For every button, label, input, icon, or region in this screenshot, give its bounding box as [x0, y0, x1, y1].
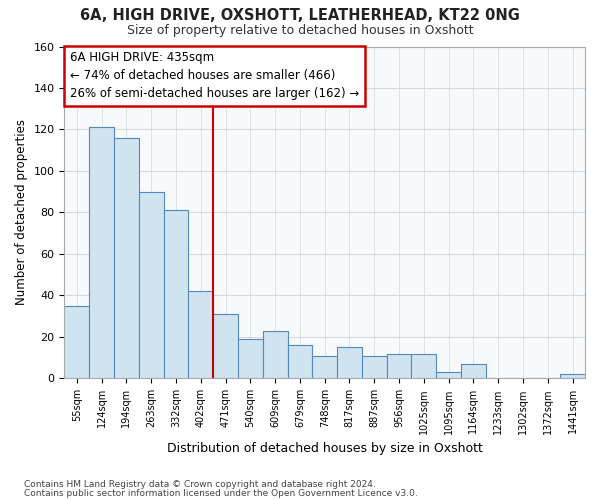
Bar — [188, 292, 213, 378]
Bar — [263, 330, 287, 378]
Bar — [461, 364, 486, 378]
Text: Size of property relative to detached houses in Oxshott: Size of property relative to detached ho… — [127, 24, 473, 37]
Bar — [386, 354, 412, 378]
Bar — [337, 348, 362, 378]
Bar — [64, 306, 89, 378]
Bar — [560, 374, 585, 378]
Y-axis label: Number of detached properties: Number of detached properties — [15, 120, 28, 306]
Bar — [164, 210, 188, 378]
Text: 6A, HIGH DRIVE, OXSHOTT, LEATHERHEAD, KT22 0NG: 6A, HIGH DRIVE, OXSHOTT, LEATHERHEAD, KT… — [80, 8, 520, 22]
X-axis label: Distribution of detached houses by size in Oxshott: Distribution of detached houses by size … — [167, 442, 482, 455]
Bar — [213, 314, 238, 378]
Text: Contains public sector information licensed under the Open Government Licence v3: Contains public sector information licen… — [24, 488, 418, 498]
Bar — [114, 138, 139, 378]
Bar — [238, 339, 263, 378]
Bar — [287, 345, 313, 378]
Text: Contains HM Land Registry data © Crown copyright and database right 2024.: Contains HM Land Registry data © Crown c… — [24, 480, 376, 489]
Text: 6A HIGH DRIVE: 435sqm
← 74% of detached houses are smaller (466)
26% of semi-det: 6A HIGH DRIVE: 435sqm ← 74% of detached … — [70, 52, 359, 100]
Bar — [313, 356, 337, 378]
Bar — [412, 354, 436, 378]
Bar — [362, 356, 386, 378]
Bar — [436, 372, 461, 378]
Bar — [139, 192, 164, 378]
Bar — [89, 128, 114, 378]
